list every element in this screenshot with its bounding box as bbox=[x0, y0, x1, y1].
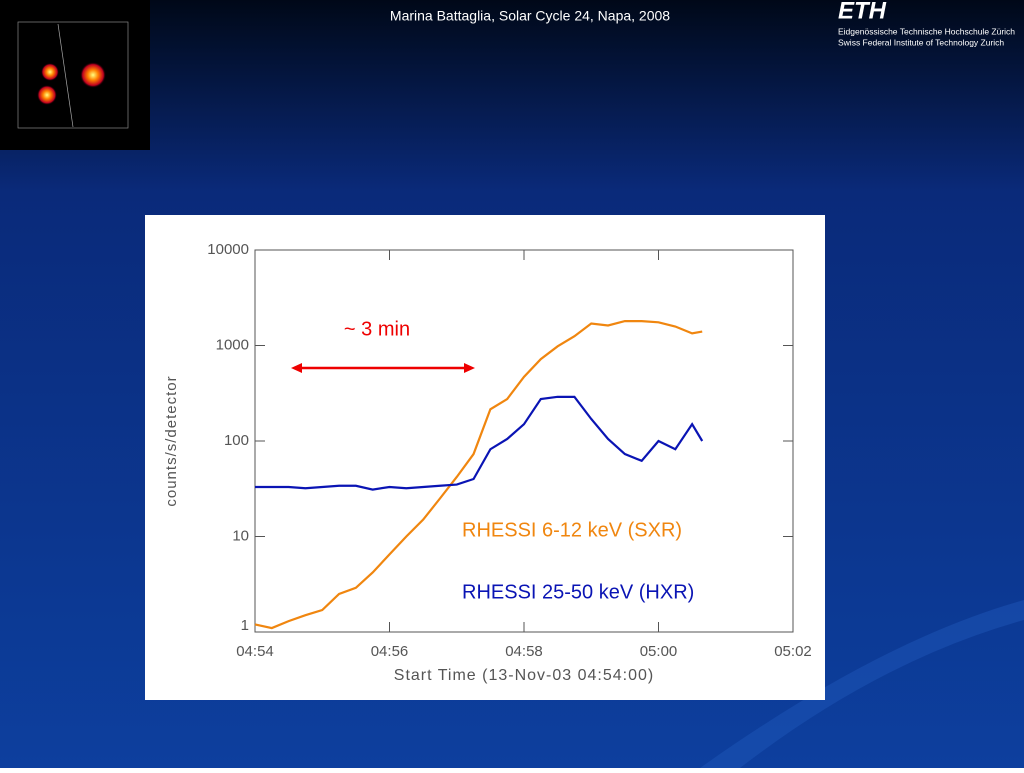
y-tick-label: 1000 bbox=[216, 336, 249, 353]
thumbnail bbox=[0, 0, 150, 150]
logo-line: Swiss Federal Institute of Technology Zu… bbox=[838, 37, 1004, 47]
y-tick-label: 1 bbox=[241, 617, 249, 634]
annotation: ~ 3 min bbox=[344, 318, 410, 340]
x-axis-label: Start Time (13-Nov-03 04:54:00) bbox=[394, 667, 654, 684]
x-tick-label: 04:54 bbox=[236, 643, 274, 660]
slide-title: Marina Battaglia, Solar Cycle 24, Napa, … bbox=[390, 8, 670, 24]
series-line bbox=[254, 320, 703, 630]
logo-name: ETH bbox=[838, 0, 887, 24]
series-label: RHESSI 6-12 keV (SXR) bbox=[462, 519, 682, 541]
y-tick-label: 10 bbox=[232, 527, 249, 544]
x-tick-label: 04:58 bbox=[505, 643, 543, 660]
y-tick-label: 100 bbox=[224, 432, 249, 449]
x-tick-label: 05:00 bbox=[640, 643, 678, 660]
logo-line: Eidgenössische Technische Hochschule Zür… bbox=[838, 26, 1015, 36]
series-line bbox=[255, 395, 704, 491]
x-tick-label: 05:02 bbox=[774, 643, 812, 660]
x-tick-label: 04:56 bbox=[371, 643, 409, 660]
swoosh bbox=[700, 600, 1024, 768]
y-tick-label: 10000 bbox=[207, 241, 249, 258]
y-axis-label: counts/s/detector bbox=[163, 375, 180, 506]
series-label: RHESSI 25-50 keV (HXR) bbox=[462, 581, 694, 603]
